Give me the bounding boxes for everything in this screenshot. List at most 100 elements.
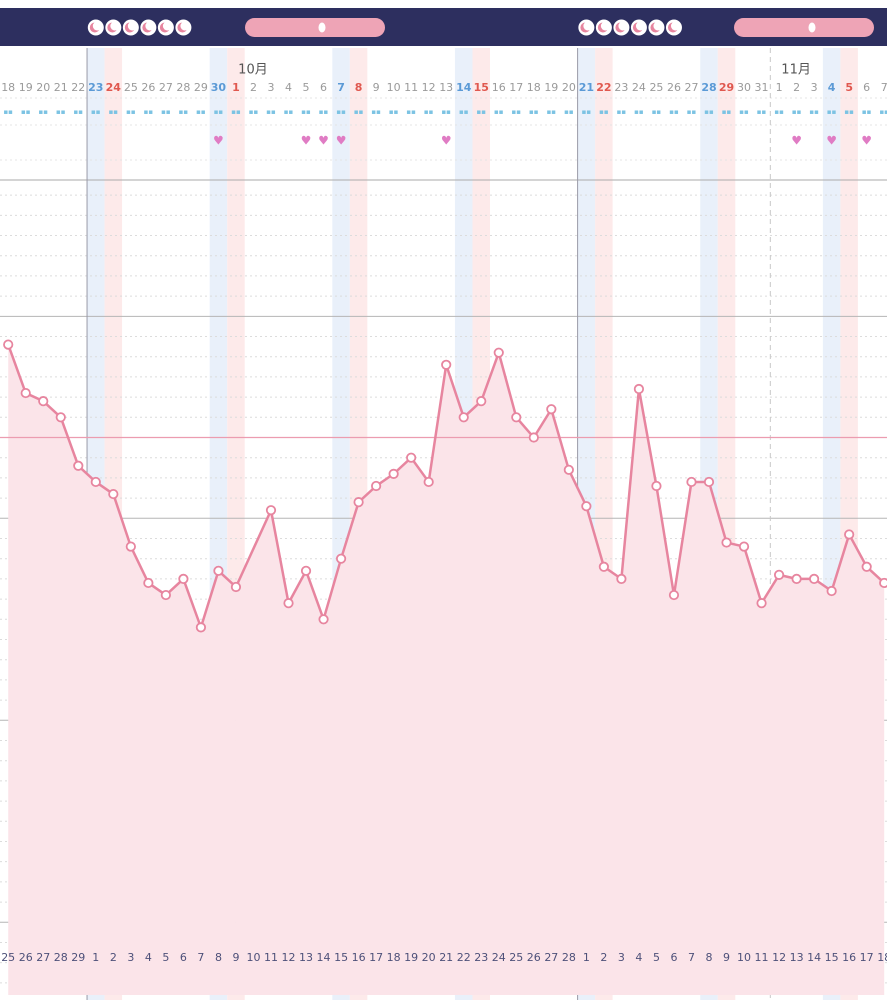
- cycle-day-label: 4: [635, 951, 642, 964]
- date-label: 7: [337, 81, 345, 94]
- date-label: 20: [36, 81, 50, 94]
- temperature-point: [371, 480, 382, 492]
- record-icon: ▪▪: [91, 108, 101, 116]
- record-icon: ▪▪: [354, 108, 364, 116]
- cycle-day-label: 19: [404, 951, 418, 964]
- date-label: 11: [404, 81, 418, 94]
- area: [8, 344, 236, 995]
- date-label: 5: [303, 81, 310, 94]
- record-icon: ▪▪: [336, 108, 346, 116]
- cycle-day-label: 26: [527, 951, 541, 964]
- temperature-point: [511, 412, 522, 423]
- date-label: 30: [737, 81, 751, 94]
- cycle-day-label: 7: [688, 951, 695, 964]
- record-icon: ▪▪: [319, 108, 329, 116]
- cycle-day-label: 7: [197, 951, 204, 964]
- temperature-point: [633, 383, 645, 395]
- record-icon: ▪▪: [687, 108, 697, 116]
- cycle-day-label: 27: [36, 951, 50, 964]
- temperature-point: [335, 553, 347, 564]
- record-icon: ▪▪: [196, 108, 206, 116]
- temperature-point: [300, 565, 312, 576]
- record-icon: ▪▪: [476, 108, 486, 116]
- record-icon: ▪▪: [371, 108, 381, 116]
- temperature-point: [353, 497, 364, 508]
- temperature-point: [90, 476, 101, 488]
- cycle-day-label: 11: [755, 951, 769, 964]
- temperature-point: [546, 404, 557, 415]
- heart-icon: ♥: [441, 134, 452, 148]
- date-label: 29: [719, 81, 734, 94]
- date-label: 24: [106, 81, 122, 94]
- date-label: 21: [579, 81, 594, 94]
- record-icon: ▪▪: [774, 108, 784, 116]
- heart-icon: ♥: [826, 134, 837, 148]
- record-icon: ▪▪: [179, 108, 189, 116]
- record-icon: ▪▪: [56, 108, 66, 116]
- record-icon: ▪▪: [144, 108, 154, 116]
- record-icon: ▪▪: [844, 108, 854, 116]
- temperature-point: [423, 476, 434, 488]
- record-icon: ▪▪: [38, 108, 48, 116]
- moon-cut: [600, 21, 610, 31]
- record-icon: ▪▪: [827, 108, 837, 116]
- date-label: 2: [250, 81, 257, 94]
- heart-icon: ♥: [861, 134, 872, 148]
- month-label: 10月: [238, 63, 268, 78]
- date-label: 7: [881, 81, 887, 94]
- temperature-point: [703, 476, 715, 488]
- date-label: 16: [492, 81, 506, 94]
- record-icon: ▪▪: [564, 108, 574, 116]
- temperature-point: [651, 480, 662, 492]
- temperature-point: [55, 412, 66, 423]
- date-label: 3: [811, 81, 818, 94]
- moon-cut: [92, 21, 102, 31]
- record-icon: ▪▪: [406, 108, 416, 116]
- moon-cut: [162, 21, 172, 31]
- cycle-day-label: 17: [369, 951, 383, 964]
- heart-icon: ♥: [791, 134, 802, 148]
- date-label: 22: [71, 81, 85, 94]
- cycle-day-label: 10: [246, 951, 260, 964]
- record-icon: ▪▪: [249, 108, 259, 116]
- date-label: 10: [387, 81, 401, 94]
- cycle-day-label: 21: [439, 951, 453, 964]
- month-label: 11月: [781, 63, 811, 78]
- record-icon: ▪▪: [529, 108, 539, 116]
- temperature-point: [476, 396, 487, 407]
- date-label: 28: [701, 81, 716, 94]
- cycle-day-label: 17: [860, 951, 874, 964]
- plot: [0, 339, 887, 995]
- record-icon: ▪▪: [389, 108, 399, 116]
- moon-cut: [670, 21, 680, 31]
- gap-area: [235, 510, 271, 995]
- cycle-day-label: 10: [737, 951, 751, 964]
- temperature-point: [738, 541, 750, 552]
- record-icon: ▪▪: [3, 108, 13, 116]
- record-icon: ▪▪: [862, 108, 872, 116]
- cycle-day-label: 15: [825, 951, 839, 964]
- record-icon: ▪▪: [109, 108, 119, 116]
- record-icon: ▪▪: [301, 108, 311, 116]
- temperature-point: [861, 561, 872, 572]
- period-icons: [87, 19, 682, 36]
- cycle-day-label: 3: [127, 951, 134, 964]
- record-icon: ▪▪: [21, 108, 31, 116]
- labels: 1825▪▪1926▪▪2027▪▪2128▪▪2229▪▪231▪▪242▪▪…: [1, 63, 887, 965]
- gap-connector: [234, 509, 273, 588]
- temperature-point: [826, 585, 837, 597]
- moon-cut: [635, 21, 645, 31]
- date-label: 15: [474, 81, 489, 94]
- cycle-day-label: 15: [334, 951, 348, 964]
- date-label: 19: [544, 81, 558, 94]
- temperature-point: [668, 589, 680, 601]
- record-icon: ▪▪: [704, 108, 714, 116]
- date-label: 28: [176, 81, 190, 94]
- cycle-day-label: 9: [723, 951, 730, 964]
- temperature-point: [73, 460, 84, 471]
- date-label: 21: [54, 81, 68, 94]
- record-icon: ▪▪: [424, 108, 434, 116]
- date-label: 29: [194, 81, 208, 94]
- record-icon: ▪▪: [547, 108, 557, 116]
- date-label: 5: [845, 81, 853, 94]
